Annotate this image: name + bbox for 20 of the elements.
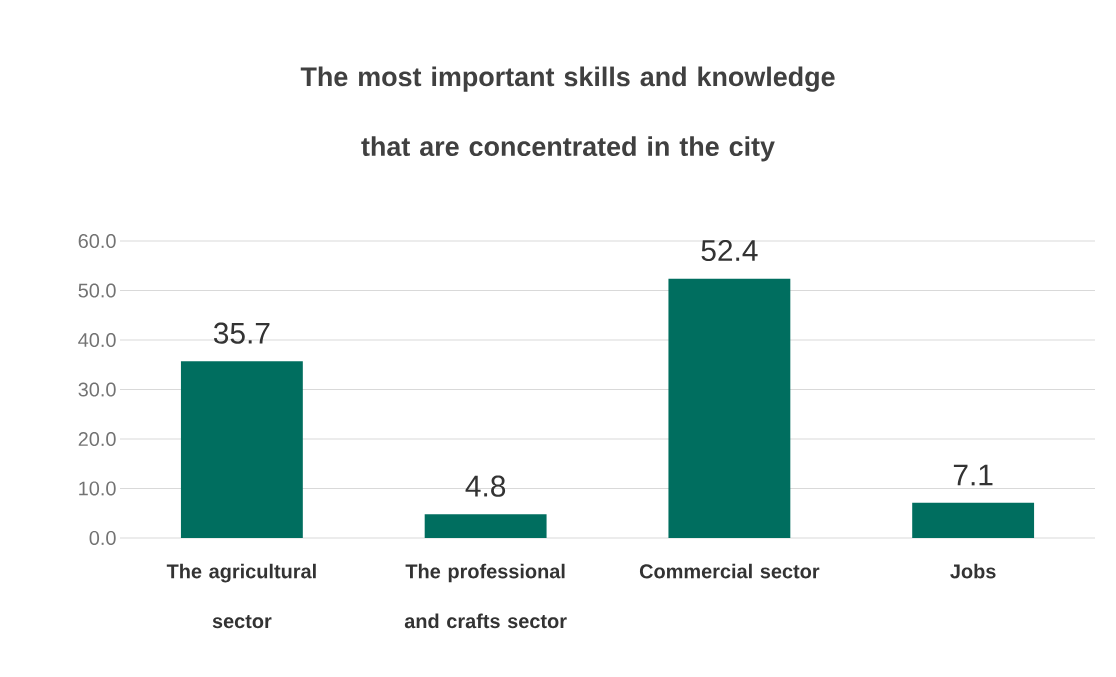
y-tick-label: 0.0 (89, 530, 116, 546)
y-tick-label: 10.0 (79, 481, 116, 496)
y-tick-label: 50.0 (78, 283, 116, 298)
y-tick-label: 40.0 (78, 332, 116, 348)
y-tick-label: 60.0 (78, 233, 116, 249)
data-label: 4.8 (465, 475, 506, 497)
chart-title: The most important skills and knowledge that are concentrated in the city (300, 66, 835, 162)
y-tick-label: 20.0 (78, 431, 116, 447)
x-tick-label: Jobs (950, 563, 996, 579)
category-label: The agricultural sector (166, 563, 316, 629)
bar (180, 361, 303, 538)
bar (424, 514, 547, 538)
data-label: 7.1 (953, 464, 993, 486)
data-label: 52.4 (701, 239, 758, 262)
y-tick-label: 30.0 (78, 382, 116, 397)
data-label: 35.7 (213, 322, 270, 344)
x-tick-label: Commercial sector (639, 563, 820, 579)
bar (912, 502, 1035, 538)
bar (668, 278, 791, 538)
category-label: The professional and crafts sector (404, 563, 567, 629)
